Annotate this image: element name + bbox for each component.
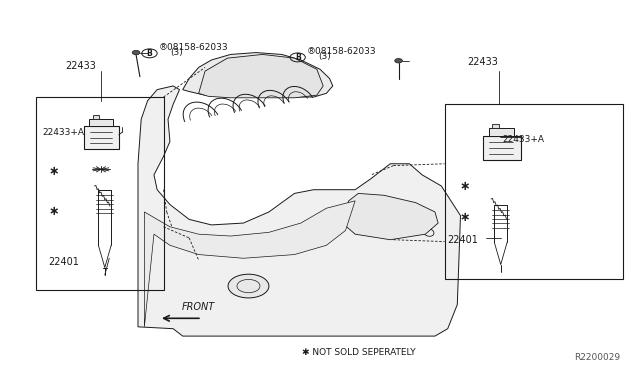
Polygon shape [138, 86, 461, 336]
Text: 22401: 22401 [448, 235, 479, 245]
Text: ∗: ∗ [49, 165, 59, 178]
Bar [89, 119, 113, 126]
Circle shape [132, 50, 140, 55]
Text: ®08158-62033: ®08158-62033 [307, 47, 377, 56]
Text: 22433: 22433 [65, 61, 96, 71]
Text: 22433: 22433 [467, 57, 499, 67]
Text: 22433+A: 22433+A [502, 135, 544, 144]
Text: B: B [295, 53, 301, 62]
Circle shape [228, 274, 269, 298]
Text: R2200029: R2200029 [574, 353, 620, 362]
Text: ®08158-62033: ®08158-62033 [159, 43, 228, 52]
Polygon shape [198, 54, 323, 98]
Bar [492, 124, 499, 128]
Text: ∗: ∗ [459, 211, 470, 224]
Text: B: B [147, 49, 152, 58]
Text: ∗: ∗ [49, 205, 59, 218]
Text: 22401: 22401 [49, 257, 79, 267]
Text: (3): (3) [318, 52, 331, 61]
Text: ✱ NOT SOLD SEPERATELY: ✱ NOT SOLD SEPERATELY [301, 348, 415, 357]
Text: ∗: ∗ [459, 180, 470, 192]
Bar [93, 115, 99, 119]
Polygon shape [145, 201, 355, 327]
Bar [445, 105, 623, 279]
Text: (3): (3) [170, 48, 182, 57]
Polygon shape [342, 193, 438, 240]
Bar [483, 136, 521, 160]
Text: 22433+A: 22433+A [42, 128, 84, 137]
Bar [84, 126, 119, 149]
Bar [36, 97, 164, 290]
Text: FRONT: FRONT [182, 302, 215, 312]
Bar [488, 128, 514, 136]
Circle shape [395, 58, 403, 63]
Polygon shape [182, 52, 333, 97]
